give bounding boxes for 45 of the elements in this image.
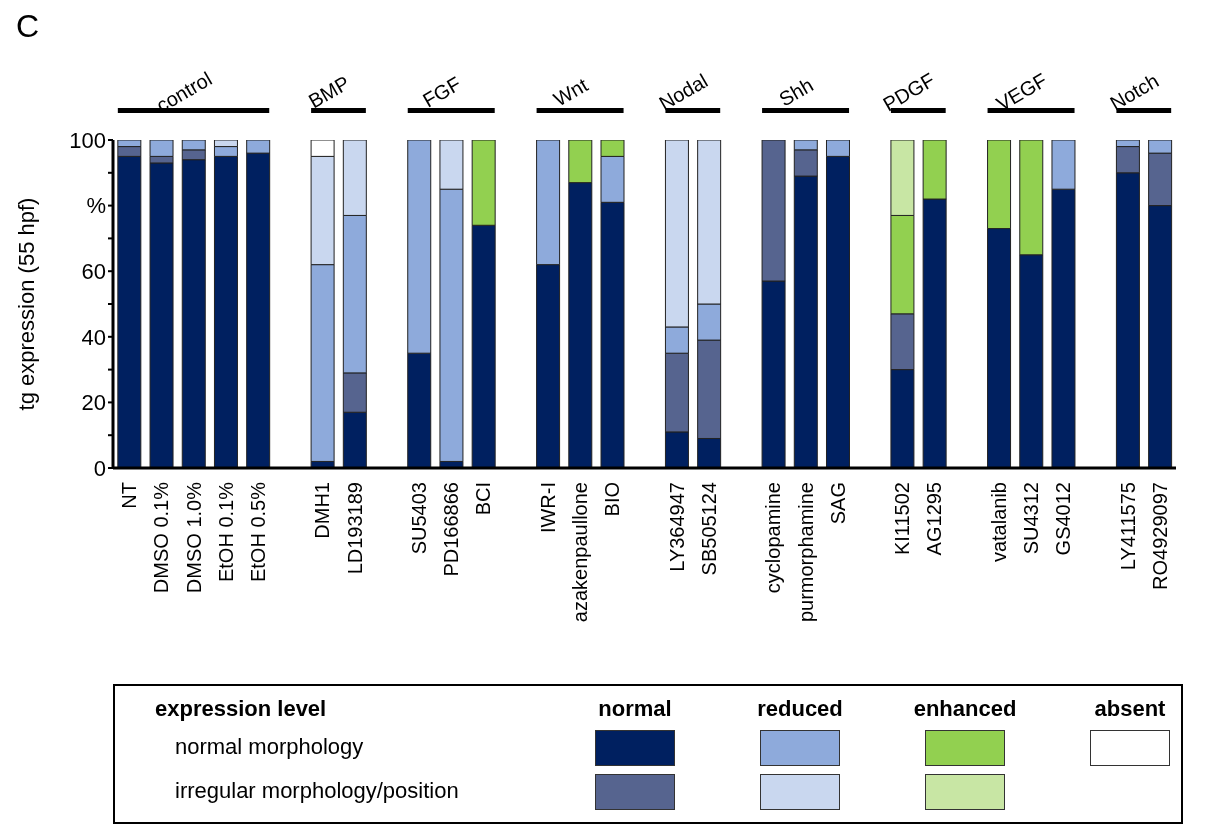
chart-title: C	[16, 8, 40, 45]
x-tick-label: azakenpaullone	[569, 482, 592, 623]
x-tick-label: cyclopamine	[762, 482, 785, 594]
text: Shh	[775, 73, 817, 111]
x-tick-label: AG1295	[923, 482, 946, 556]
x-tick-label: vatalanib	[987, 482, 1010, 563]
y-tick-label: 20	[81, 390, 106, 416]
x-tick-label: DMSO 0.1%	[150, 481, 173, 594]
text: Wnt	[549, 73, 592, 111]
x-tick-label: RO4929097	[1148, 482, 1171, 590]
x-tick-label: GS4012	[1052, 482, 1075, 556]
x-tick-label: EtOH 0.1%	[214, 481, 237, 583]
x-tick-label: IWR-I	[536, 482, 559, 534]
x-tick-label: SU4312	[1020, 482, 1043, 555]
x-tick-label: SU5403	[408, 482, 431, 555]
x-tick-label: DMSO 1.0%	[182, 481, 205, 594]
x-tick-label: LY364947	[665, 482, 688, 572]
y-axis-title: tg expression (55 hpf)	[13, 197, 39, 411]
x-tick-label: SAG	[826, 482, 849, 525]
y-tick-label: 60	[81, 259, 106, 285]
text: Notch	[1106, 69, 1163, 115]
text: absent	[1093, 696, 1167, 722]
y-tick-label: %	[86, 193, 106, 219]
x-tick-label: NT	[118, 482, 141, 509]
text: FGF	[418, 72, 465, 112]
x-tick-label: DMH1	[311, 482, 334, 539]
x-tick-label: LY411575	[1116, 482, 1139, 571]
legend-title: expression level	[155, 696, 327, 722]
y-tick-label: 0	[93, 455, 106, 481]
y-tick-label: 40	[81, 324, 106, 350]
x-tick-label: EtOH 0.5%	[246, 481, 269, 583]
text: enhanced	[912, 696, 1018, 722]
x-tick-label: BCI	[472, 482, 495, 516]
x-tick-label: KI11502	[891, 482, 914, 556]
x-tick-label: SB505124	[697, 482, 720, 576]
text: reduced	[756, 696, 844, 722]
x-tick-label: BIO	[601, 482, 624, 517]
text: normal morphology	[175, 734, 364, 760]
x-tick-label: LD193189	[343, 482, 366, 575]
text: BMP	[304, 71, 354, 113]
x-tick-label: PD166866	[440, 482, 463, 577]
y-tick-label: 100	[69, 127, 106, 153]
x-tick-label: purmorphamine	[794, 482, 817, 623]
text: normal	[597, 696, 673, 722]
text: irregular morphology/position	[175, 778, 459, 804]
